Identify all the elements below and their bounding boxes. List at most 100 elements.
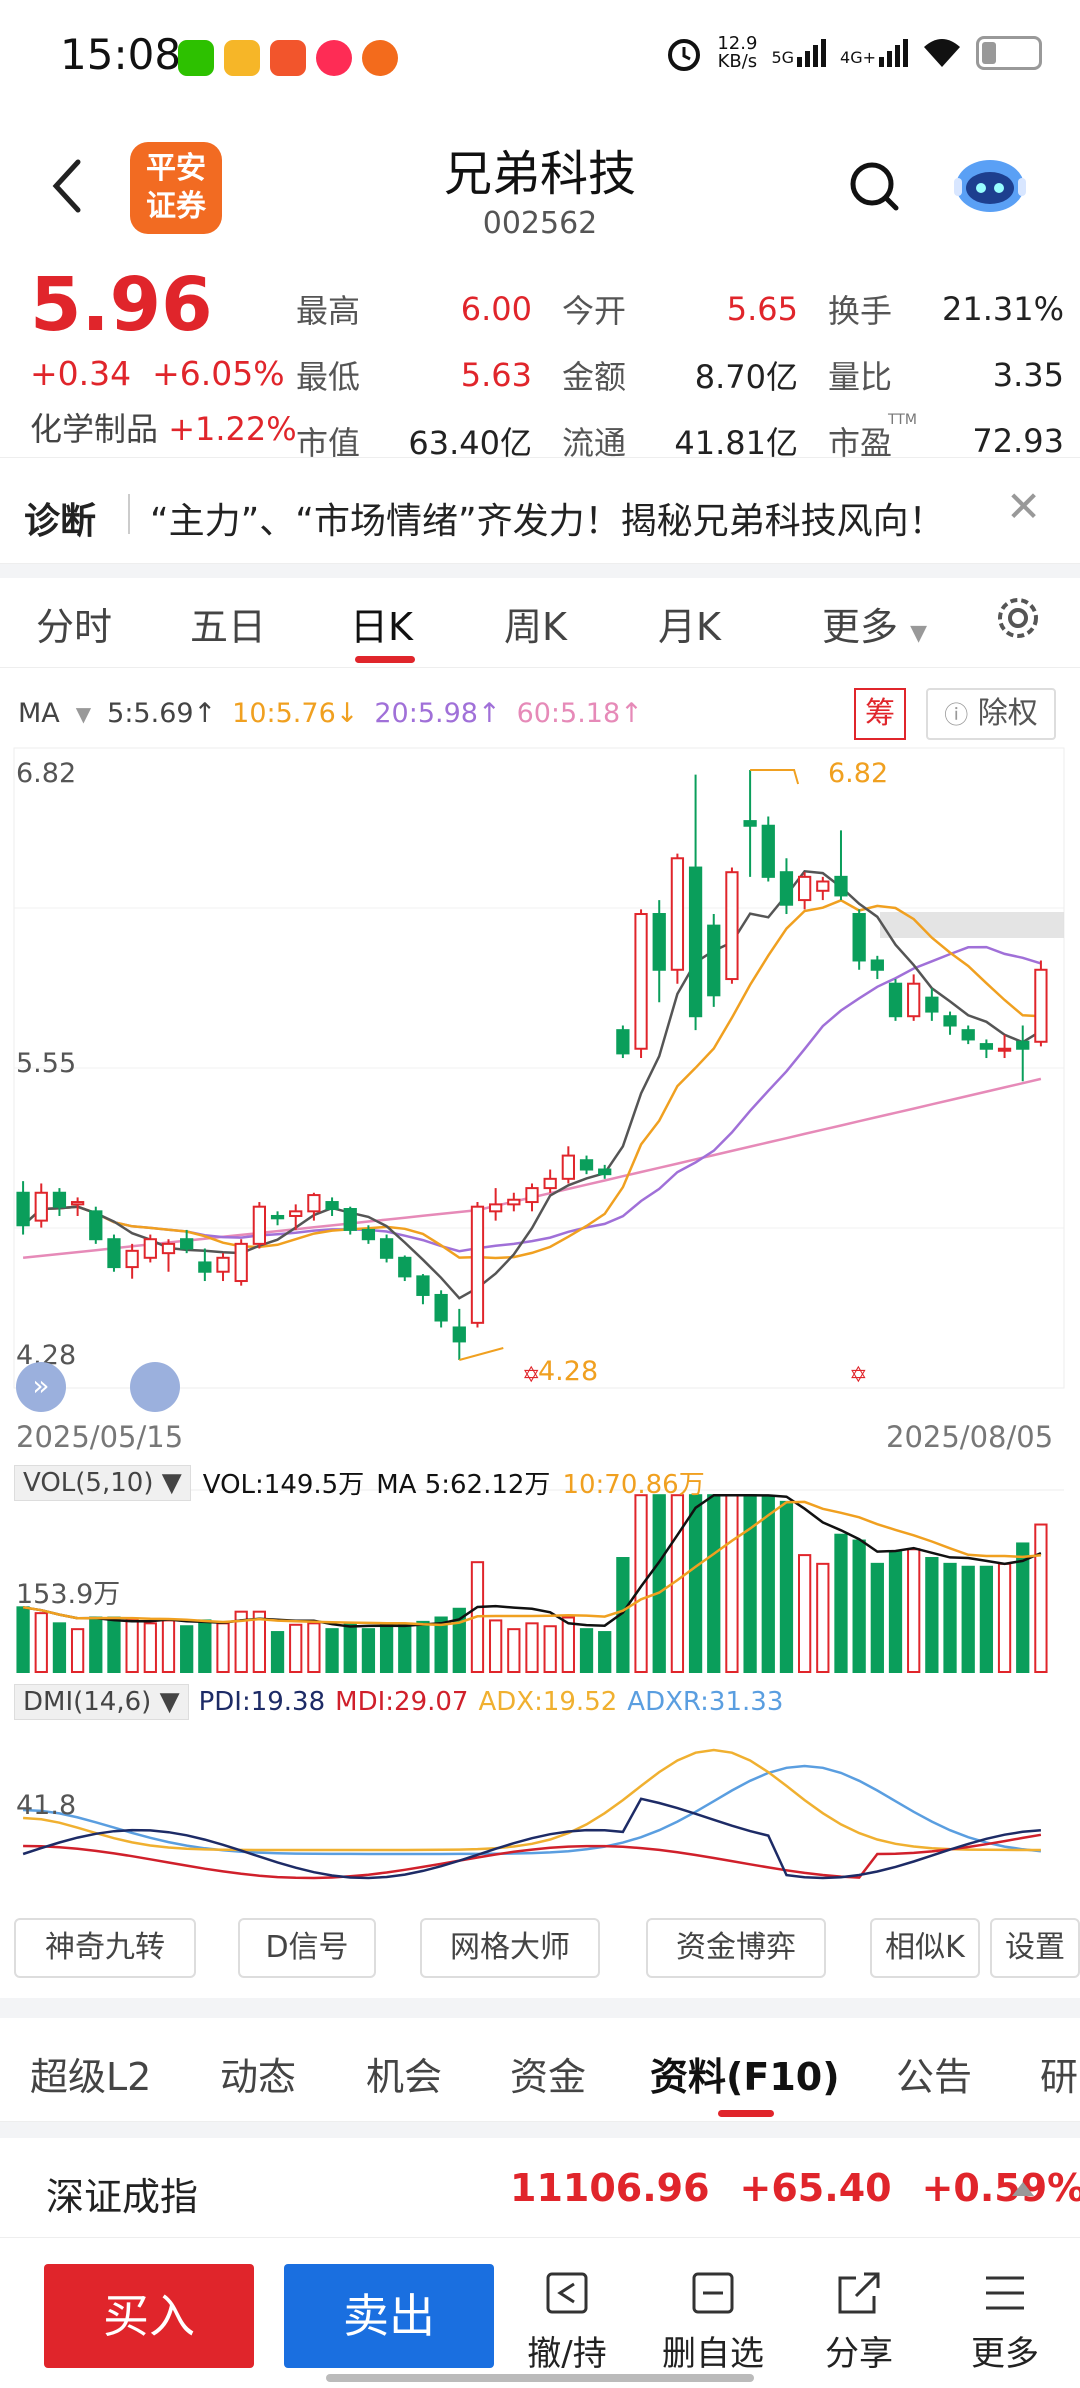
- delete-favorite-label: 删自选: [662, 2334, 764, 2374]
- tab-super-l2[interactable]: 超级L2: [30, 2055, 152, 2099]
- tool-d-signal[interactable]: D信号: [238, 1918, 376, 1978]
- volume-bar-down: [398, 1623, 412, 1673]
- ma-label[interactable]: MA: [18, 698, 60, 729]
- tool-settings[interactable]: 设置: [990, 1918, 1080, 1978]
- candlestick-chart[interactable]: ✡ ✡: [0, 670, 1080, 1940]
- diagnosis-text[interactable]: “主力”、“市场情绪”齐发力！揭秘兄弟科技风向！: [150, 501, 945, 542]
- info-tabs: 超级L2 动态 机会 资金 资料(F10) 公告 研: [0, 2018, 1080, 2122]
- tab-daily-k[interactable]: 日K: [350, 605, 413, 649]
- volume-bar-down: [943, 1562, 957, 1674]
- pdi-line: [22, 1797, 1042, 1880]
- volume-bar-up: [1034, 1523, 1048, 1674]
- tab-news[interactable]: 动态: [220, 2055, 297, 2099]
- tab-f10[interactable]: 资料(F10): [650, 2055, 840, 2099]
- volume-bar-down: [870, 1562, 884, 1674]
- cancel-order-icon: [546, 2272, 588, 2314]
- sector-info[interactable]: 化学制品 +1.22%: [30, 404, 297, 450]
- video-app-icon: [316, 40, 352, 76]
- turnover-label: 换手: [828, 292, 893, 330]
- last-price: 5.96: [30, 262, 213, 348]
- turnover-value: 21.31%: [941, 290, 1064, 328]
- volume-bar-up: [507, 1628, 521, 1673]
- more-button[interactable]: 更多: [940, 2268, 1070, 2375]
- signal-5g-icon: 5G: [771, 39, 827, 67]
- candle-up: [670, 857, 685, 971]
- candle-down: [616, 1029, 630, 1055]
- volume-bar-up: [489, 1619, 503, 1674]
- delete-favorite-button[interactable]: 删自选: [648, 2268, 778, 2375]
- expand-icon[interactable]: »: [16, 1362, 66, 1412]
- mcap-label: 市值: [296, 424, 361, 462]
- tab-monthly-k[interactable]: 月K: [658, 605, 721, 649]
- tab-five-day[interactable]: 五日: [190, 605, 267, 649]
- close-icon[interactable]: ✕: [1006, 482, 1042, 531]
- tool-similar-k[interactable]: 相似K: [870, 1918, 980, 1978]
- volume-bar-up: [125, 1617, 139, 1674]
- float-value: 41.81亿: [674, 424, 798, 462]
- stock-code: 002562: [482, 206, 598, 241]
- candle-up: [489, 1203, 503, 1213]
- quote-col-2: 今开 5.65 金额 8.70亿 流通 41.81亿: [562, 276, 798, 474]
- sell-button[interactable]: 卖出: [284, 2264, 494, 2368]
- volume-bar-up: [307, 1622, 321, 1674]
- back-arrow-icon[interactable]: [48, 156, 88, 216]
- remove-favorite-icon: [692, 2272, 734, 2314]
- candle-up: [252, 1205, 267, 1245]
- cancel-hold-button[interactable]: 撤/持: [502, 2268, 632, 2375]
- ai-robot-icon[interactable]: [950, 148, 1030, 218]
- index-ticker[interactable]: 深证成指 11106.96 +65.40 +0.59%: [0, 2138, 1080, 2238]
- volume-bar-up: [543, 1625, 557, 1673]
- tool-fund-game[interactable]: 资金博弈: [646, 1918, 826, 1978]
- candle-down: [270, 1214, 285, 1220]
- tab-weekly-k[interactable]: 周K: [504, 605, 567, 649]
- chip-distribution-button[interactable]: 筹: [854, 688, 906, 740]
- share-button[interactable]: 分享: [794, 2268, 924, 2375]
- settings-gear-icon[interactable]: [994, 594, 1042, 642]
- ma60-value: 60:5.18↑: [516, 698, 643, 729]
- tab-more[interactable]: 更多 ▼: [822, 596, 927, 651]
- broker-logo[interactable]: 平安 证券: [130, 142, 222, 234]
- expand-up-icon[interactable]: [1012, 2182, 1034, 2196]
- tab-funds[interactable]: 资金: [510, 2055, 587, 2099]
- logo-line2: 证券: [146, 189, 206, 224]
- max-price-tag: 6.82: [828, 758, 889, 789]
- diagnosis-banner[interactable]: 诊断 “主力”、“市场情绪”齐发力！揭秘兄弟科技风向！ ✕: [0, 460, 1080, 564]
- tab-research[interactable]: 研: [1040, 2055, 1079, 2099]
- tool-grid-master[interactable]: 网格大师: [420, 1918, 600, 1978]
- candle-down: [579, 1159, 594, 1171]
- candle-down: [52, 1191, 67, 1208]
- change-percent: +6.05%: [152, 354, 285, 393]
- dmi-indicator-select[interactable]: DMI(14,6) ▼: [14, 1684, 189, 1720]
- index-name: 深证成指: [46, 2175, 199, 2219]
- adxr-line: [23, 1764, 1042, 1856]
- volume-bar-up: [70, 1628, 85, 1673]
- change-value: +0.34: [30, 354, 132, 393]
- candle-down: [961, 1029, 975, 1041]
- volume-bar-down: [979, 1565, 994, 1674]
- candle-down: [180, 1238, 194, 1250]
- volume-bar-down: [434, 1616, 448, 1674]
- volume-bar-down: [16, 1606, 30, 1674]
- volume-bar-down: [452, 1607, 466, 1674]
- home-indicator[interactable]: [326, 2374, 754, 2382]
- tab-opportunity[interactable]: 机会: [366, 2055, 443, 2099]
- kline-chart-area[interactable]: MA ▼ 5:5.69↑ 10:5.76↓ 20:5.98↑ 60:5.18↑ 筹…: [0, 670, 1080, 1940]
- tool-magic-nine[interactable]: 神奇九转: [14, 1918, 196, 1978]
- ma-dropdown-icon[interactable]: ▼: [75, 701, 92, 726]
- candle-up: [997, 1047, 1012, 1052]
- chart-period-tabs: 分时 五日 日K 周K 月K 更多 ▼: [0, 578, 1080, 668]
- volume-ma10: 10:70.86万: [562, 1470, 705, 1500]
- fullscreen-icon[interactable]: [130, 1362, 180, 1412]
- search-icon[interactable]: [848, 160, 900, 212]
- ex-rights-button[interactable]: ⓘ 除权: [926, 688, 1056, 740]
- volume-indicator-select[interactable]: VOL(5,10) ▼: [14, 1464, 191, 1501]
- tab-intraday[interactable]: 分时: [36, 605, 113, 649]
- adxr-value: ADXR:31.33: [627, 1687, 784, 1717]
- tab-announcement[interactable]: 公告: [896, 2055, 973, 2099]
- volume-bar-down: [779, 1500, 794, 1674]
- candle-down: [1016, 1040, 1030, 1050]
- volume-bar-down: [761, 1495, 775, 1673]
- dropdown-caret-icon: ▼: [910, 621, 928, 646]
- buy-button[interactable]: 买入: [44, 2264, 254, 2368]
- candle-down: [379, 1238, 394, 1259]
